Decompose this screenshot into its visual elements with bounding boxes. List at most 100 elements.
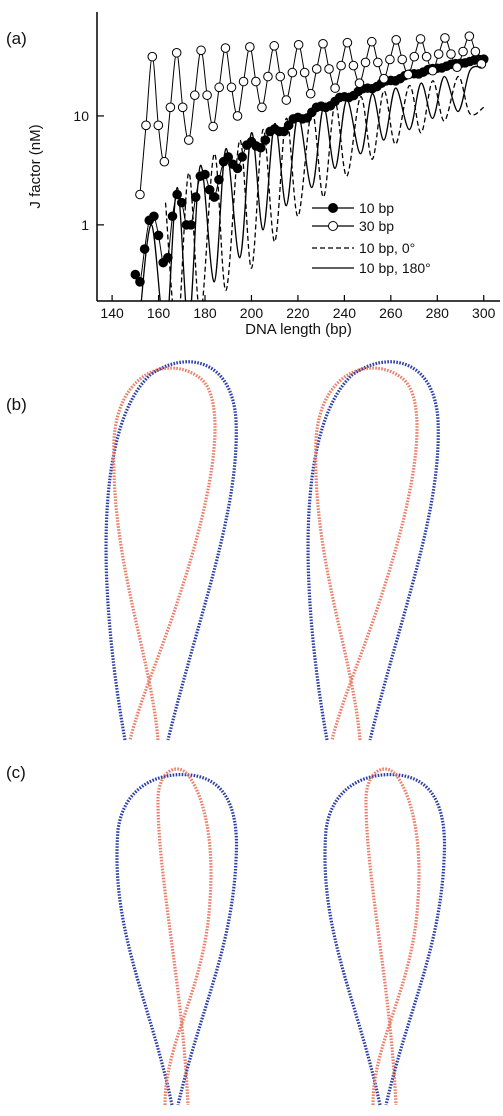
- data-point: [183, 135, 194, 145]
- x-axis-title: DNA length (bp): [245, 321, 352, 338]
- data-point: [153, 120, 164, 131]
- legend-label: 30 bp: [359, 218, 394, 234]
- data-point: [226, 82, 237, 93]
- data-point: [385, 54, 395, 65]
- data-point: [257, 102, 267, 113]
- data-point: [149, 211, 159, 222]
- x-tick-label: 280: [426, 305, 450, 321]
- data-point: [177, 102, 188, 113]
- data-point: [281, 95, 292, 105]
- data-point: [141, 120, 151, 131]
- data-point: [245, 42, 255, 52]
- x-tick-label: 260: [379, 305, 403, 321]
- plot-area: [130, 31, 489, 301]
- data-point: [287, 67, 298, 78]
- data-point: [452, 62, 462, 73]
- legend-marker: [328, 203, 338, 213]
- series-line: [140, 65, 482, 301]
- data-point: [379, 73, 389, 84]
- data-point: [336, 60, 346, 71]
- loop-image: [306, 360, 440, 741]
- data-point: [171, 47, 182, 58]
- data-point: [220, 43, 231, 53]
- loop-image: [104, 360, 238, 741]
- data-point: [275, 71, 286, 82]
- data-point: [238, 76, 249, 87]
- dna-strand: [104, 360, 238, 741]
- legend-label: 10 bp, 0°: [359, 240, 415, 256]
- data-point: [348, 60, 359, 71]
- data-point: [397, 54, 408, 65]
- data-point: [190, 192, 201, 202]
- data-point: [153, 230, 164, 241]
- data-point: [165, 102, 176, 113]
- data-point: [421, 51, 432, 62]
- dna-strand: [306, 360, 440, 741]
- data-point: [464, 31, 475, 41]
- dna-strand: [115, 772, 239, 1106]
- panel-label: (c): [6, 763, 26, 782]
- data-point: [135, 277, 145, 287]
- data-point: [360, 57, 371, 68]
- dna-strand: [156, 767, 213, 1106]
- panel-label: (a): [6, 29, 27, 48]
- data-point: [391, 35, 401, 45]
- data-point: [196, 45, 206, 56]
- y-axis-title: J factor (nM): [27, 124, 44, 208]
- data-point: [366, 36, 377, 47]
- data-point: [433, 49, 444, 59]
- data-point: [214, 82, 224, 93]
- data-point: [409, 51, 420, 62]
- data-point: [130, 269, 141, 280]
- data-point: [186, 220, 196, 230]
- data-point: [232, 111, 243, 121]
- dna-strand: [323, 772, 447, 1106]
- data-point: [330, 83, 340, 93]
- x-tick-label: 160: [147, 305, 171, 321]
- data-point: [139, 244, 150, 254]
- chart: 140 160 180 200 220 240 260 280 300 1 10 DNA length…: [27, 12, 500, 338]
- y-tick-label: 10: [73, 108, 89, 124]
- data-point: [172, 189, 182, 200]
- data-point: [311, 64, 322, 74]
- data-point: [263, 71, 273, 82]
- x-tick-label: 180: [193, 305, 217, 321]
- data-point: [167, 211, 178, 222]
- x-tick-label: 300: [472, 305, 496, 321]
- data-point: [446, 49, 456, 59]
- data-point: [318, 38, 328, 49]
- data-point: [293, 39, 304, 50]
- data-point: [373, 57, 383, 68]
- data-point: [305, 88, 316, 99]
- data-point: [440, 33, 450, 43]
- data-point: [415, 34, 426, 44]
- data-point: [458, 46, 468, 57]
- data-point: [232, 163, 243, 174]
- data-point: [299, 67, 310, 78]
- legend-marker: [328, 221, 338, 231]
- data-point: [209, 192, 220, 202]
- data-point: [147, 51, 158, 62]
- dna-strand: [314, 366, 419, 741]
- data-point: [342, 37, 353, 48]
- data-point: [214, 174, 224, 185]
- x-tick-label: 200: [240, 305, 264, 321]
- panel-label: (b): [6, 395, 27, 414]
- data-point: [159, 156, 170, 167]
- x-tick-label: 220: [286, 305, 310, 321]
- data-point: [269, 41, 280, 51]
- dna-strand: [112, 366, 217, 741]
- data-point: [189, 90, 200, 101]
- data-point: [470, 46, 481, 57]
- legend: 10 bp 30 bp 10 bp, 0° 10 bp, 180°: [312, 200, 431, 276]
- x-tick-label: 240: [333, 305, 357, 321]
- data-point: [202, 90, 212, 101]
- series-line: [164, 75, 485, 301]
- data-point: [135, 189, 145, 200]
- data-point: [403, 69, 414, 80]
- x-tick-label: 140: [100, 305, 124, 321]
- loop-image: [115, 767, 239, 1106]
- loop-image: [323, 767, 447, 1106]
- y-tick-label: 1: [81, 217, 89, 233]
